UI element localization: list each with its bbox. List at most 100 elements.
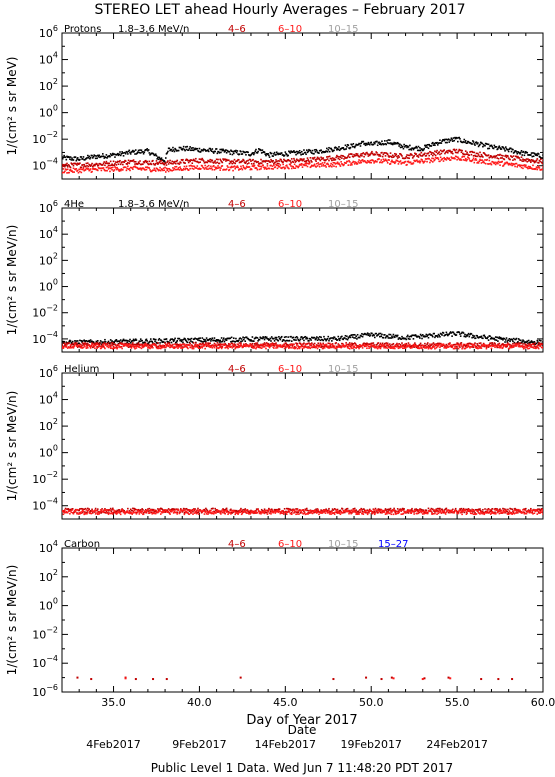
data-point — [331, 340, 333, 342]
data-point — [515, 337, 518, 340]
data-point — [340, 154, 342, 157]
data-point — [210, 340, 212, 342]
data-point — [403, 508, 405, 510]
series-6–10 — [62, 343, 543, 350]
data-point — [431, 161, 434, 163]
data-point — [512, 152, 515, 154]
data-point — [326, 150, 329, 153]
data-point — [134, 347, 136, 350]
data-point — [99, 340, 102, 342]
data-point — [314, 338, 317, 341]
data-point — [202, 345, 204, 348]
data-point — [253, 347, 256, 349]
data-point — [163, 160, 166, 162]
data-point — [358, 162, 361, 164]
data-point — [213, 161, 216, 163]
data-point — [457, 150, 460, 152]
data-point — [240, 338, 243, 340]
data-point — [473, 143, 476, 145]
data-point — [154, 169, 156, 171]
data-point — [335, 147, 337, 149]
data-point — [78, 168, 80, 171]
data-point — [127, 153, 129, 155]
data-point — [233, 165, 236, 167]
data-point — [367, 141, 370, 144]
data-point — [139, 160, 141, 162]
data-point — [399, 146, 402, 149]
data-point — [103, 341, 106, 343]
data-point — [283, 507, 286, 510]
data-point — [79, 346, 81, 348]
data-point — [115, 344, 118, 347]
data-point — [179, 343, 181, 346]
data-point — [265, 344, 268, 347]
data-point — [95, 342, 98, 344]
data-point — [209, 167, 211, 170]
data-point — [462, 159, 465, 161]
data-point — [64, 156, 67, 159]
data-point — [190, 159, 193, 161]
data-point — [475, 159, 478, 161]
data-point — [454, 136, 456, 139]
data-point — [123, 161, 126, 164]
data-point — [414, 508, 416, 511]
data-point — [318, 165, 321, 168]
data-point — [434, 336, 436, 339]
data-point — [435, 151, 438, 154]
data-point — [108, 344, 111, 346]
data-point — [79, 346, 82, 349]
data-point — [494, 511, 496, 514]
data-point — [506, 161, 509, 164]
data-point — [238, 342, 241, 344]
data-point — [231, 347, 234, 349]
data-point — [361, 152, 364, 155]
data-point — [253, 165, 255, 168]
data-point — [243, 509, 246, 511]
data-point — [479, 143, 481, 146]
data-point — [476, 143, 478, 145]
data-point — [177, 168, 179, 171]
data-point — [490, 155, 493, 158]
data-point — [158, 337, 161, 340]
data-point — [507, 148, 509, 151]
data-point — [520, 159, 522, 161]
data-point — [245, 336, 248, 339]
data-point — [419, 160, 422, 163]
data-point — [346, 160, 349, 163]
data-point — [209, 346, 211, 349]
data-point — [378, 332, 380, 335]
data-point — [505, 148, 508, 150]
data-point — [379, 344, 381, 346]
data-point — [296, 152, 299, 155]
data-point — [182, 169, 184, 171]
data-point — [192, 159, 194, 162]
data-point — [343, 156, 346, 158]
data-point — [114, 156, 116, 158]
data-point — [68, 342, 70, 344]
data-point — [209, 147, 211, 150]
data-point — [533, 344, 536, 347]
data-point — [308, 162, 311, 165]
data-point — [524, 165, 526, 168]
data-point — [396, 142, 398, 145]
data-point — [112, 347, 114, 350]
data-point — [182, 341, 184, 344]
data-point — [250, 340, 253, 342]
data-point — [393, 346, 395, 348]
data-point — [519, 153, 521, 155]
data-point — [189, 160, 191, 163]
data-point — [62, 171, 64, 174]
data-point — [371, 152, 374, 155]
data-point — [290, 343, 293, 346]
data-point — [283, 158, 285, 161]
data-point — [499, 337, 501, 340]
data-point — [276, 167, 279, 170]
data-point — [160, 344, 163, 347]
data-point — [166, 161, 169, 163]
data-point — [403, 347, 405, 350]
data-point — [234, 340, 237, 343]
data-point — [285, 153, 288, 156]
data-point — [80, 156, 83, 158]
data-point — [63, 171, 65, 174]
data-point — [494, 339, 496, 341]
